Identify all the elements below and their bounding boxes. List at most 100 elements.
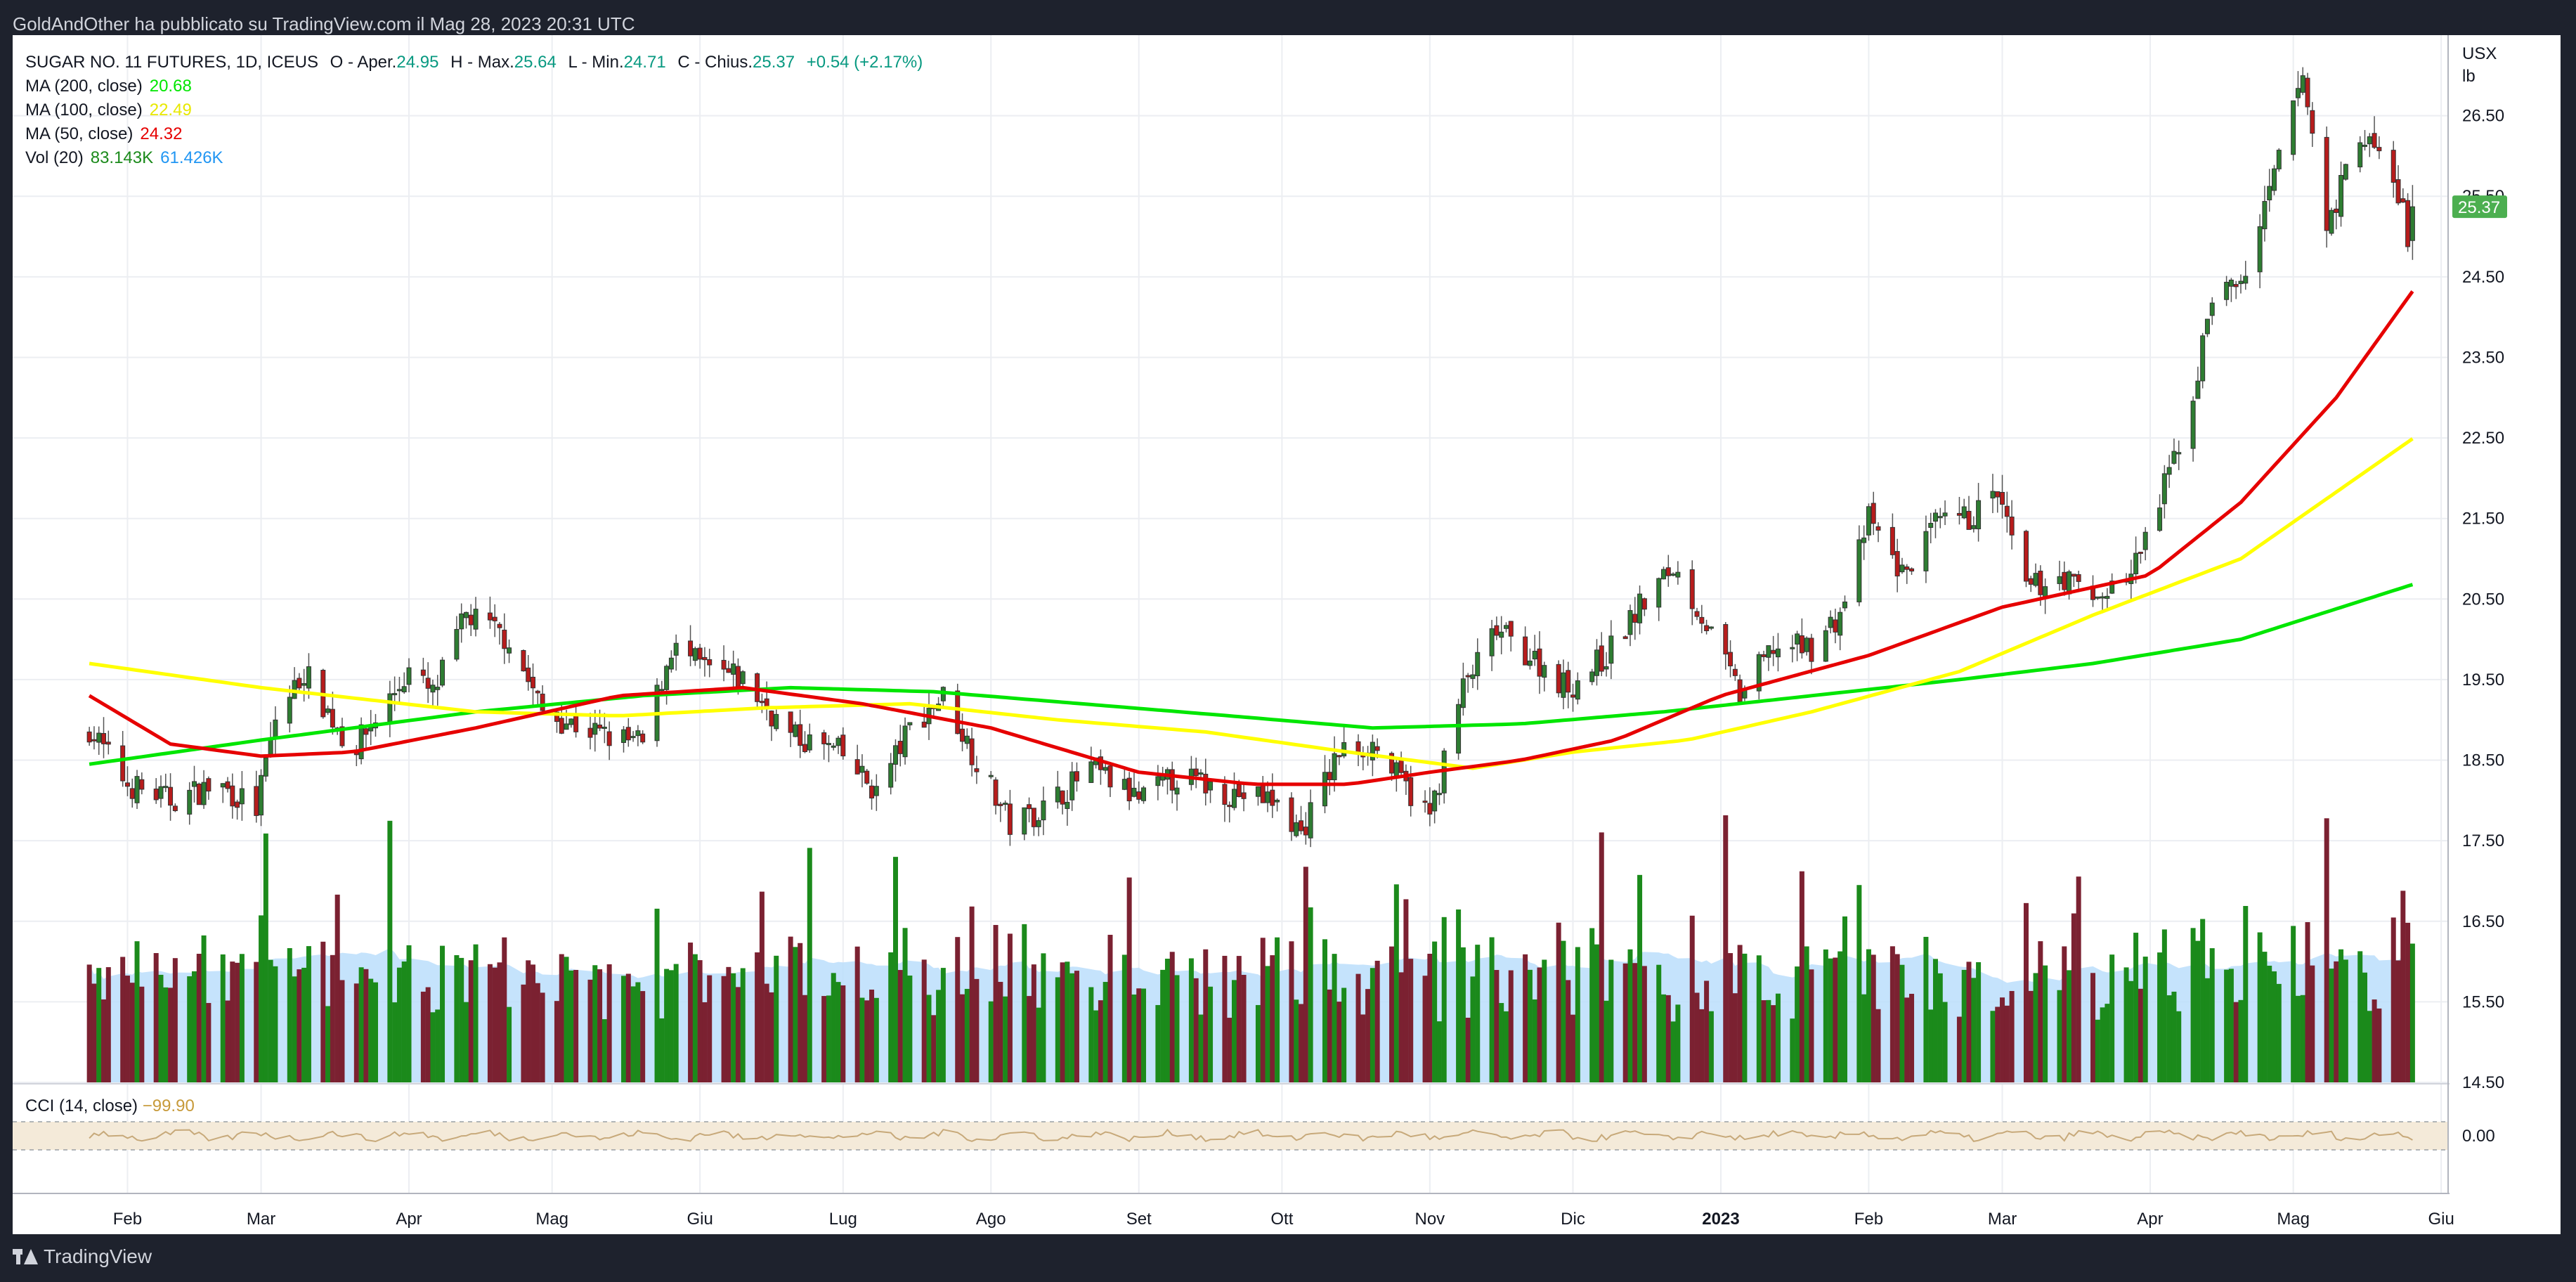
volume-bar <box>2033 973 2038 1082</box>
volume-bar <box>1675 1004 1681 1082</box>
volume-bar <box>1121 954 1127 1082</box>
candle-body <box>630 736 636 739</box>
candle-body <box>1427 803 1433 815</box>
candle-body <box>91 739 97 742</box>
volume-bar <box>2038 941 2043 1082</box>
y-tick-label: 15.50 <box>2462 992 2504 1011</box>
candle-body <box>1622 636 1628 640</box>
volume-bar <box>502 937 507 1082</box>
candles <box>86 67 2415 848</box>
volume-bar <box>1799 871 1804 1082</box>
candle-body <box>859 765 865 773</box>
x-tick-label: Lug <box>829 1210 857 1229</box>
candle-body <box>587 727 593 738</box>
candle-body <box>473 609 479 630</box>
candle-body <box>726 668 731 673</box>
candle-body <box>2176 452 2182 455</box>
volume-bar <box>1599 832 1604 1082</box>
candle-body <box>454 628 460 660</box>
candle-body <box>497 623 502 628</box>
x-tick-label: Nov <box>1415 1210 1445 1229</box>
y-tick-label: 22.50 <box>2462 429 2504 448</box>
candle-body <box>306 666 311 689</box>
candle-body <box>187 789 193 815</box>
candle-body <box>802 744 807 752</box>
candle-body <box>821 732 827 744</box>
candle-body <box>1489 628 1495 656</box>
candle-body <box>1799 635 1804 654</box>
volume-bar <box>1136 988 1142 1082</box>
x-tick-label: Feb <box>113 1210 142 1229</box>
volume-bar <box>396 967 402 1082</box>
volume-bar <box>254 962 259 1082</box>
cci-zero-label: 0.00 <box>2462 1127 2495 1146</box>
legend-ma100-row: MA (100, close) 22.49 <box>25 98 930 122</box>
volume-bar <box>1055 977 1060 1082</box>
volume-bar <box>1275 937 1280 1082</box>
candle-body <box>297 678 302 689</box>
axes: USX lb 14.50 15.50 16.50 17.50 18.50 19.50 20.50… <box>13 35 2561 1234</box>
volume-bar <box>1661 994 1667 1082</box>
candle-body <box>907 722 913 725</box>
volume-bar <box>802 995 807 1082</box>
volume-bar <box>1708 1011 1714 1082</box>
volume-bar <box>1289 941 1294 1082</box>
candle-body <box>1503 625 1509 629</box>
candle-body <box>287 697 292 724</box>
volume-bar <box>330 954 335 1082</box>
legend-symbol-row: SUGAR NO. 11 FUTURES, 1D, ICEUS O - Aper… <box>25 51 930 75</box>
volume-bar <box>559 954 564 1082</box>
volume-bar <box>334 894 340 1082</box>
volume-bar <box>1556 922 1561 1082</box>
symbol-name: SUGAR NO. 11 FUTURES, 1D, ICEUS <box>25 53 318 72</box>
candle-body <box>1065 801 1070 809</box>
candle-body <box>1131 787 1137 797</box>
candle-body <box>230 785 235 807</box>
volume-bar <box>1632 963 1638 1082</box>
candle-body <box>1121 779 1127 790</box>
candle-body <box>2276 150 2282 169</box>
volume-bar <box>774 955 779 1082</box>
candle-body <box>1899 564 1905 573</box>
candle-body <box>1294 822 1299 836</box>
volume-bar <box>1508 970 1514 1082</box>
candle-body <box>2376 147 2382 152</box>
volume-bar <box>697 960 703 1082</box>
volume-bar <box>1022 924 1027 1082</box>
candle-body <box>831 745 836 748</box>
candle-body <box>2033 573 2038 586</box>
y-tick-label: 16.50 <box>2462 912 2504 931</box>
low-value: 24.71 <box>623 53 666 72</box>
candle-body <box>2400 198 2406 203</box>
candle-body <box>1260 784 1266 803</box>
volume-bar <box>707 975 713 1082</box>
candle-body <box>1990 491 1996 499</box>
volume-bar <box>1141 988 1147 1082</box>
volume-bar <box>187 976 193 1082</box>
volume-bar <box>1489 937 1495 1082</box>
chart-frame[interactable]: USX lb 14.50 15.50 16.50 17.50 18.50 19.50 20.50… <box>13 35 2561 1234</box>
volume-bar <box>101 999 107 1082</box>
volume-bar <box>793 947 798 1082</box>
volume-bar <box>168 988 174 1082</box>
close-value: 25.37 <box>753 53 795 72</box>
volume-bar <box>2157 952 2163 1082</box>
volume-bar <box>239 954 245 1082</box>
volume-bar <box>1470 976 1476 1082</box>
candle-body <box>2334 208 2339 213</box>
footer: TradingView <box>13 1241 152 1272</box>
candle-body <box>363 728 369 735</box>
volume-bar <box>440 945 445 1082</box>
x-tick-label: Mag <box>535 1210 568 1229</box>
candle-body <box>172 805 178 811</box>
candle-body <box>1465 675 1471 678</box>
candle-body <box>1069 771 1075 801</box>
candle-body <box>96 732 102 743</box>
volume-bar <box>2390 917 2396 1082</box>
candle-body <box>2209 302 2215 316</box>
volume-bar <box>492 967 497 1082</box>
chart-svg[interactable]: USX lb 14.50 15.50 16.50 17.50 18.50 19.50 20.50… <box>13 35 2561 1234</box>
volume-bar <box>2224 969 2230 1082</box>
volume-bar <box>1542 959 1547 1082</box>
candle-body <box>531 676 536 689</box>
